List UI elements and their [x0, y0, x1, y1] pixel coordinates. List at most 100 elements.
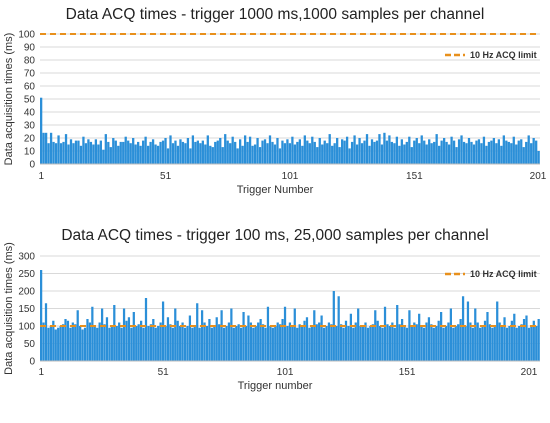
chart1-bar: [271, 141, 274, 164]
chart2-bar: [349, 313, 352, 361]
chart1-ytick-label: 100: [18, 30, 35, 41]
chart2-bar: [71, 322, 74, 361]
chart2-ytick-label: 100: [18, 322, 35, 333]
chart1-bar: [460, 135, 463, 164]
chart2-bar: [379, 326, 382, 361]
chart1-bar: [358, 138, 361, 164]
chart2-bar: [527, 327, 531, 361]
chart2-bar: [222, 327, 226, 361]
chart1-bar: [184, 143, 187, 164]
chart1-bar: [151, 139, 155, 164]
chart1-bar: [452, 140, 456, 164]
chart2-bar: [164, 326, 167, 361]
chart1-bar: [485, 145, 488, 164]
chart1-bar: [527, 135, 530, 164]
chart2-bar: [96, 327, 99, 361]
chart1-bar: [276, 138, 279, 164]
chart1-bar: [442, 138, 446, 164]
chart2-bar: [83, 327, 87, 361]
chart2-bar: [144, 298, 148, 361]
chart2-bar: [161, 301, 165, 361]
chart1-bar: [395, 136, 399, 164]
chart2-bar: [93, 326, 96, 361]
chart2-bar: [422, 327, 426, 361]
chart2-bar: [488, 324, 492, 361]
chart1-bar: [42, 132, 45, 164]
chart2-bar: [181, 322, 184, 361]
chart2-bar: [122, 308, 126, 361]
chart2-bar: [391, 322, 394, 361]
chart2-bar: [400, 319, 404, 361]
chart2-bar: [396, 305, 399, 361]
chart2-bar: [408, 310, 411, 361]
chart1-bar: [62, 141, 65, 164]
chart1-bar: [49, 132, 53, 164]
chart2-bar: [86, 319, 89, 361]
chart1-bar: [132, 138, 135, 164]
chart1-bar: [144, 136, 147, 164]
chart1-bar: [375, 140, 379, 164]
chart1-bar: [420, 135, 423, 164]
chart1-bar: [243, 135, 247, 164]
chart2-bar: [261, 324, 265, 361]
chart1-xtick-label: 101: [282, 171, 299, 182]
chart1-bar: [532, 138, 535, 164]
chart1-ytick-label: 40: [24, 108, 36, 119]
chart2-bar: [259, 319, 262, 361]
chart2-bar: [191, 327, 194, 361]
chart2-bar: [503, 317, 506, 361]
chart2-bar: [498, 322, 501, 361]
chart2-bar: [203, 322, 206, 361]
chart2-bar: [157, 326, 160, 361]
chart1-bar: [139, 145, 142, 164]
chart1-ytick-label: 80: [24, 56, 36, 67]
chart1-bar: [530, 143, 533, 164]
chart2-bar: [88, 322, 92, 361]
chart1-bar: [191, 135, 195, 164]
chart1-bar: [405, 141, 408, 164]
chart2-bar: [410, 326, 413, 361]
chart2-bar: [359, 326, 362, 361]
chart2-bar: [344, 320, 348, 361]
chart1-bar: [239, 139, 242, 164]
chart2-bar: [437, 320, 440, 361]
chart1-bar: [368, 145, 371, 164]
chart1-bar: [428, 139, 431, 164]
chart1-bar: [119, 141, 122, 164]
chart2-bar: [135, 326, 138, 361]
chart1-bar: [388, 135, 391, 164]
chart1-bar: [52, 141, 55, 164]
chart2-bar: [120, 327, 123, 361]
chart1-bar: [107, 141, 110, 164]
chart1-ytick-label: 20: [24, 134, 36, 145]
chart2-bar: [291, 326, 294, 361]
chart1-bar: [433, 141, 436, 164]
chart2-xtick-label: 201: [521, 367, 538, 378]
chart2-bar: [315, 324, 318, 361]
chart1-bar: [418, 143, 421, 164]
chart1-bar: [398, 145, 401, 164]
chart1-bar: [467, 138, 471, 164]
chart1-bar: [380, 144, 384, 164]
chart2-bar: [266, 306, 270, 361]
chart1-bar: [176, 145, 180, 164]
chart2-bar: [486, 312, 489, 361]
chart2-bar: [271, 327, 274, 361]
chart1-bar: [137, 141, 140, 164]
chart1-bar: [365, 134, 369, 164]
chart2-bar: [322, 327, 326, 361]
chart1-bar: [159, 141, 162, 164]
chart1-bar: [129, 143, 132, 164]
chart1-bar: [296, 141, 299, 164]
chart1-bar: [141, 140, 145, 164]
chart1-bar: [201, 140, 204, 164]
chart2-bar: [76, 310, 79, 361]
chart2-bar: [57, 327, 60, 361]
chart2-bar: [118, 322, 121, 361]
chart2-bar: [137, 324, 140, 361]
chart1-bar: [415, 138, 418, 164]
chart1-x-axis-label: Trigger Number: [237, 184, 314, 196]
chart1-bar: [283, 143, 287, 164]
chart1-bar: [373, 141, 376, 164]
